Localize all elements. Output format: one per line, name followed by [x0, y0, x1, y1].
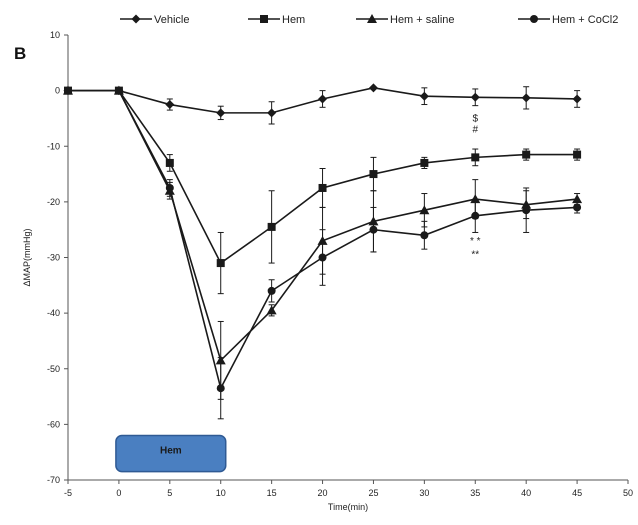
x-tick-label: 15 — [267, 488, 277, 498]
data-point-vehicle — [470, 92, 480, 102]
y-axis-title: ΔMAP(mmHg) — [22, 228, 32, 286]
significance-annotation: $ — [472, 113, 478, 124]
significance-annotation: * * — [470, 236, 481, 247]
x-tick-label: 5 — [167, 488, 172, 498]
y-tick-label: -50 — [47, 364, 60, 374]
x-tick-label: 40 — [521, 488, 531, 498]
series-layer — [63, 83, 583, 420]
y-tick-label: -30 — [47, 253, 60, 263]
series-vehicle — [63, 83, 582, 125]
data-point-hem — [165, 158, 174, 167]
data-point-hem-cocl2 — [64, 86, 72, 95]
legend-label: Vehicle — [154, 14, 189, 26]
x-tick-label: 35 — [470, 488, 480, 498]
legend-label: Hem + saline — [390, 14, 455, 26]
x-tick-label: 0 — [116, 488, 121, 498]
legend-marker-hem-cocl2 — [530, 15, 538, 23]
y-tick-label: -40 — [47, 308, 60, 318]
data-point-hem — [471, 153, 480, 162]
x-tick-label: 50 — [623, 488, 633, 498]
significance-annotation: ** — [471, 250, 479, 261]
hem-period-box: Hem — [115, 434, 227, 473]
data-point-vehicle — [419, 91, 429, 101]
y-tick-label: 0 — [55, 86, 60, 96]
x-tick-label: 25 — [368, 488, 378, 498]
legend-label: Hem — [282, 14, 305, 26]
legend: Vehicle Hem Hem + saline Hem + CoCl2 — [120, 14, 618, 26]
data-point-vehicle — [572, 94, 582, 104]
data-point-hem — [267, 222, 276, 231]
data-point-hem — [522, 150, 531, 159]
x-tick-label: 45 — [572, 488, 582, 498]
data-point-hem — [573, 150, 582, 159]
x-tick-label: 10 — [216, 488, 226, 498]
panel-label: B — [14, 44, 26, 63]
y-axis-ticks: 10 0 -10 -20 -30 -40 -50 -60 -70 — [47, 30, 68, 485]
x-axis-title: Time(min) — [328, 502, 368, 512]
data-point-hem — [369, 170, 378, 179]
y-tick-label: 10 — [50, 30, 60, 40]
legend-item-hem-cocl2: Hem + CoCl2 — [518, 14, 618, 26]
data-point-hem-cocl2 — [318, 253, 327, 262]
data-point-hem-saline — [572, 194, 583, 204]
hem-box-rect — [115, 434, 227, 473]
data-point-vehicle — [368, 83, 378, 93]
legend-item-vehicle: Vehicle — [120, 14, 189, 26]
significance-annotation: # — [472, 125, 478, 136]
data-point-hem-saline — [419, 205, 430, 215]
data-point-vehicle — [318, 94, 328, 104]
y-tick-label: -70 — [47, 475, 60, 485]
data-point-hem-saline — [266, 305, 277, 315]
legend-item-hem: Hem — [248, 14, 305, 26]
x-tick-label: 30 — [419, 488, 429, 498]
data-point-hem-cocl2 — [165, 183, 174, 192]
data-point-hem — [216, 259, 225, 268]
series-hem-cocl2 — [64, 86, 582, 420]
data-point-vehicle — [267, 108, 277, 118]
legend-marker-hem — [260, 15, 268, 23]
legend-label: Hem + CoCl2 — [552, 14, 618, 26]
data-point-hem-cocl2 — [471, 211, 480, 220]
legend-item-hem-saline: Hem + saline — [356, 14, 455, 26]
x-tick-label: -5 — [64, 488, 72, 498]
data-point-hem-cocl2 — [573, 203, 582, 212]
data-point-hem-cocl2 — [369, 225, 378, 234]
hem-box-label: Hem — [160, 446, 182, 457]
data-point-hem-cocl2 — [114, 86, 123, 95]
data-point-hem — [318, 183, 327, 192]
x-tick-label: 20 — [318, 488, 328, 498]
legend-marker-hem-saline — [367, 14, 377, 23]
data-point-hem-cocl2 — [522, 206, 531, 215]
data-point-hem-cocl2 — [267, 286, 276, 295]
data-point-hem-cocl2 — [420, 231, 429, 240]
x-axis-ticks: -5 0 5 10 15 20 25 30 35 40 45 50 — [64, 480, 633, 498]
data-point-vehicle — [216, 108, 226, 118]
data-point-vehicle — [521, 93, 531, 103]
y-tick-label: -10 — [47, 141, 60, 151]
annotations: $# * * ** — [470, 113, 481, 260]
legend-marker-vehicle — [131, 14, 141, 24]
y-tick-label: -60 — [47, 419, 60, 429]
y-tick-label: -20 — [47, 197, 60, 207]
data-point-hem — [420, 158, 429, 167]
data-point-vehicle — [165, 100, 175, 110]
data-point-hem-cocl2 — [216, 384, 225, 393]
